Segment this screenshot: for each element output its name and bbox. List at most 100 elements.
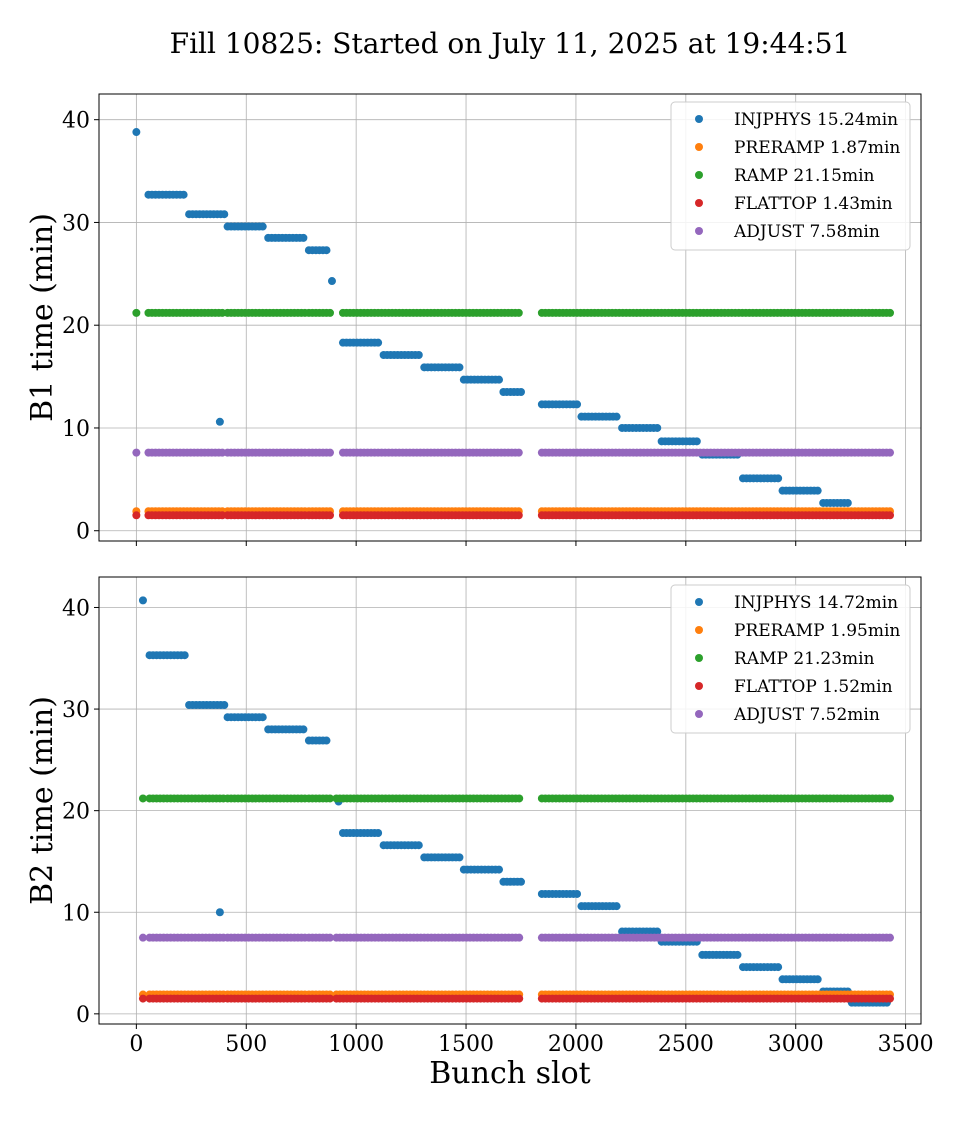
data-point [886,994,895,1003]
legend-marker [695,682,703,690]
data-point [516,877,525,886]
data-points [132,128,895,520]
data-point [414,841,423,850]
legend-label: PRERAMP 1.87min [734,138,900,158]
legend-marker [695,710,703,718]
x-tick-label: 3000 [768,1032,824,1057]
series-adjust [138,933,895,942]
data-points [138,596,895,1007]
data-point [325,933,334,942]
series-ramp [132,308,895,317]
y-tick-label: 40 [62,109,90,134]
data-point [299,233,308,242]
data-point [374,338,383,347]
y-tick-label: 10 [62,901,90,926]
data-point [514,511,523,520]
legend-box [670,584,911,734]
data-point [258,222,267,231]
data-point [325,994,334,1003]
legend-marker [695,199,703,207]
data-point [132,128,141,137]
panel-b2: 0 10 20 30 40 0 500 1000 1500 2000 2500 3000 3500 B2 … [25,576,934,1057]
data-point [215,417,224,426]
legend-label: RAMP 21.23min [734,649,875,669]
data-point [325,511,334,520]
data-point [886,933,895,942]
legend-label: FLATTOP 1.43min [734,194,893,214]
data-point [514,448,523,457]
y-axis-label: B1 time (min) [25,213,60,422]
data-point [220,210,229,219]
y-tick-label: 0 [76,1003,90,1028]
legend-marker [695,227,703,235]
y-tick-label: 30 [62,211,90,236]
y-axis-label: B2 time (min) [25,696,60,905]
data-point [886,448,895,457]
y-tick-label: 30 [62,698,90,723]
legend-marker [695,115,703,123]
data-point [774,474,783,483]
data-point [886,511,895,520]
data-point [138,596,147,605]
data-point [573,889,582,898]
legend-marker [695,626,703,634]
x-tick-label: 1500 [438,1032,494,1057]
data-point [325,794,334,803]
data-point [886,794,895,803]
series-flattop [138,994,895,1003]
data-point [692,437,701,446]
x-tick-label: 500 [225,1032,267,1057]
legend-label: INJPHYS 14.72min [734,593,898,613]
data-point [774,963,783,972]
legend-marker [695,654,703,662]
data-point [138,794,147,803]
legend-label: RAMP 21.15min [734,166,875,186]
x-tick-label: 0 [129,1032,143,1057]
figure-title: Fill 10825: Started on July 11, 2025 at … [170,27,851,60]
data-point [138,994,147,1003]
legend-label: PRERAMP 1.95min [734,621,900,641]
series-adjust [132,448,895,457]
legend-marker [695,143,703,151]
x-tick-label: 2000 [548,1032,604,1057]
data-point [325,448,334,457]
y-tick-label: 0 [76,520,90,545]
x-tick-label: 1000 [328,1032,384,1057]
data-point [813,975,822,984]
data-point [132,511,141,520]
data-point [515,933,524,942]
legend: INJPHYS 15.24min PRERAMP 1.87min RAMP 21.1… [670,101,911,251]
data-point [612,412,621,421]
series-injphys [138,596,891,1007]
data-point [299,725,308,734]
data-point [515,794,524,803]
data-point [179,190,188,199]
data-point [813,486,822,495]
data-point [455,853,464,862]
legend-label: FLATTOP 1.52min [734,677,893,697]
legend-box [670,101,911,251]
data-point [886,308,895,317]
data-point [374,829,383,838]
axes-frame [98,576,922,1025]
legend-marker [695,598,703,606]
x-tick-label: 3500 [878,1032,934,1057]
legend-label: INJPHYS 15.24min [734,110,898,130]
data-point [516,388,525,396]
data-point [132,448,141,457]
data-point [653,423,662,432]
panel-b1: 0 10 20 30 40 B1 time (min) INJPHYS 15.24min PR… [25,93,922,546]
data-point [138,933,147,942]
data-point [327,277,336,286]
data-point [653,927,662,936]
legend-marker [695,171,703,179]
data-point [132,308,141,317]
x-axis-label: Bunch slot [429,1056,590,1091]
series-flattop [132,511,895,520]
data-point [322,736,331,745]
legend-label: ADJUST 7.58min [733,222,880,242]
series-injphys [132,128,852,507]
data-point [612,902,621,911]
data-point [843,498,852,507]
